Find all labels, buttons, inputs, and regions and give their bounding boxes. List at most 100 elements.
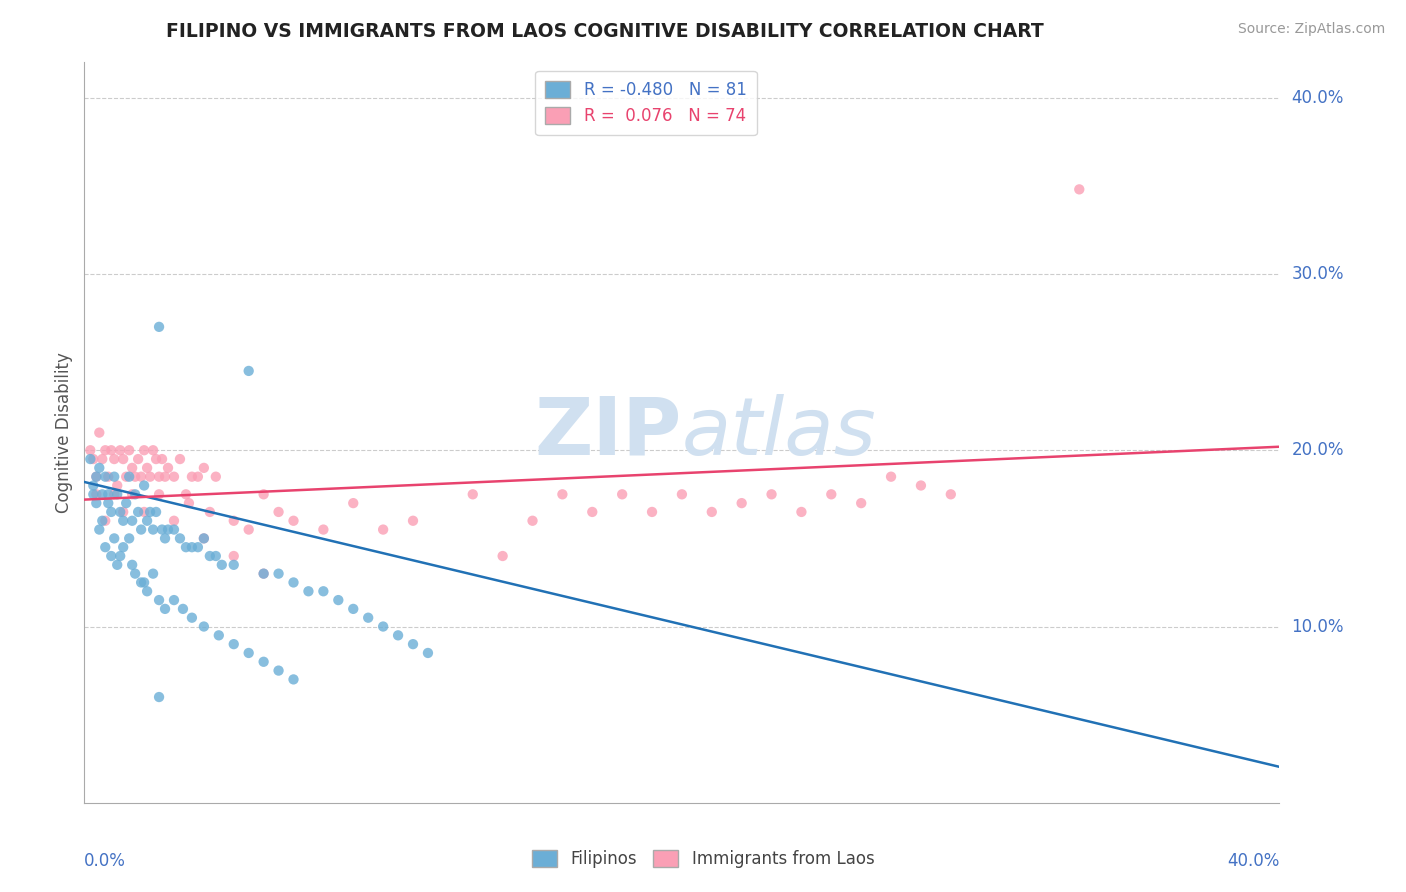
Point <box>387 628 409 642</box>
Point <box>110 443 132 458</box>
Point <box>127 452 149 467</box>
Point <box>148 469 170 483</box>
Point <box>148 593 170 607</box>
Point <box>148 487 170 501</box>
Text: 40.0%: 40.0% <box>1292 88 1344 107</box>
Point <box>118 469 141 483</box>
Point <box>129 523 152 537</box>
Point <box>169 532 191 546</box>
Point <box>121 487 143 501</box>
Point <box>581 505 603 519</box>
Point <box>124 469 146 483</box>
Point <box>187 469 209 483</box>
Point <box>79 452 101 467</box>
Point <box>461 487 484 501</box>
Point <box>124 566 146 581</box>
Point <box>267 505 290 519</box>
Point <box>222 558 245 572</box>
Point <box>910 478 932 492</box>
Point <box>118 532 141 546</box>
Point <box>1069 182 1091 196</box>
Point <box>112 514 135 528</box>
Point <box>132 505 156 519</box>
Point <box>94 540 117 554</box>
Point <box>89 461 111 475</box>
Point <box>253 487 276 501</box>
Point <box>86 469 108 483</box>
Point <box>100 549 122 563</box>
Y-axis label: Cognitive Disability: Cognitive Disability <box>55 352 73 513</box>
Point <box>342 602 364 616</box>
Point <box>761 487 783 501</box>
Point <box>148 690 170 704</box>
Point <box>312 584 335 599</box>
Point <box>132 575 156 590</box>
Point <box>402 637 425 651</box>
Point <box>94 469 117 483</box>
Point <box>124 487 146 501</box>
Point <box>238 646 260 660</box>
Point <box>177 496 200 510</box>
Point <box>115 469 138 483</box>
Point <box>79 443 101 458</box>
Text: atlas: atlas <box>682 393 877 472</box>
Point <box>238 364 260 378</box>
Point <box>103 469 125 483</box>
Point <box>193 532 215 546</box>
Point <box>89 523 111 537</box>
Point <box>222 637 245 651</box>
Point <box>105 558 128 572</box>
Point <box>121 558 143 572</box>
Point <box>121 461 143 475</box>
Point <box>297 584 319 599</box>
Point <box>136 584 159 599</box>
Point <box>100 443 122 458</box>
Point <box>142 566 165 581</box>
Point <box>187 540 209 554</box>
Text: 0.0%: 0.0% <box>84 852 127 871</box>
Point <box>100 505 122 519</box>
Point <box>103 452 125 467</box>
Point <box>163 523 186 537</box>
Point <box>181 610 204 624</box>
Point <box>205 549 228 563</box>
Point <box>94 443 117 458</box>
Point <box>238 523 260 537</box>
Point <box>136 461 159 475</box>
Point <box>91 514 114 528</box>
Point <box>112 452 135 467</box>
Point <box>112 505 135 519</box>
Point <box>267 664 290 678</box>
Point <box>86 487 108 501</box>
Point <box>700 505 723 519</box>
Point <box>939 487 962 501</box>
Point <box>612 487 634 501</box>
Point <box>132 478 156 492</box>
Point <box>139 469 162 483</box>
Point <box>181 540 204 554</box>
Point <box>145 505 167 519</box>
Legend: R = -0.480   N = 81, R =  0.076   N = 74: R = -0.480 N = 81, R = 0.076 N = 74 <box>536 70 756 136</box>
Point <box>373 523 395 537</box>
Point <box>253 566 276 581</box>
Point <box>312 523 335 537</box>
Point <box>82 487 104 501</box>
Point <box>86 496 108 510</box>
Text: FILIPINO VS IMMIGRANTS FROM LAOS COGNITIVE DISABILITY CORRELATION CHART: FILIPINO VS IMMIGRANTS FROM LAOS COGNITI… <box>166 22 1043 41</box>
Point <box>253 566 276 581</box>
Point <box>880 469 903 483</box>
Point <box>103 532 125 546</box>
Point <box>198 505 221 519</box>
Point <box>671 487 693 501</box>
Text: 20.0%: 20.0% <box>1292 442 1344 459</box>
Point <box>163 469 186 483</box>
Point <box>94 514 117 528</box>
Point <box>181 469 204 483</box>
Point <box>150 523 173 537</box>
Point <box>97 469 120 483</box>
Point <box>373 619 395 633</box>
Point <box>129 575 152 590</box>
Text: Source: ZipAtlas.com: Source: ZipAtlas.com <box>1237 22 1385 37</box>
Point <box>103 487 125 501</box>
Point <box>174 540 197 554</box>
